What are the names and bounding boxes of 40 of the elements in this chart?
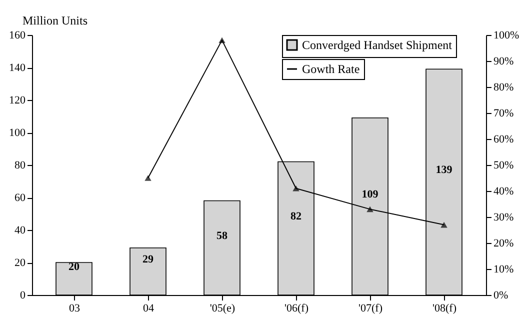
y-tick-label: 40 <box>14 224 26 236</box>
y-tick-label: 0 <box>20 290 26 302</box>
data-label: 58 <box>216 230 228 242</box>
y-tick-label: 100 <box>9 127 26 139</box>
y2-tick-label: 90% <box>494 56 514 68</box>
y-tick-label: 140 <box>9 62 26 74</box>
x-tick-label: '08(f) <box>432 302 457 314</box>
y-tick-label: 20 <box>14 257 26 269</box>
data-label: 139 <box>436 164 453 176</box>
y2-tick-label: 80% <box>494 82 514 94</box>
y-axis-title: Million Units <box>22 14 88 28</box>
y2-tick-label: 0% <box>494 290 508 302</box>
y2-tick-label: 100% <box>494 30 520 42</box>
data-label: 29 <box>142 253 154 266</box>
point <box>292 185 300 192</box>
point <box>218 37 226 44</box>
data-label: 82 <box>290 210 302 222</box>
x-tick-label: 03 <box>69 302 80 314</box>
data-label: 20 <box>68 260 80 273</box>
y-tick-label: 160 <box>9 30 26 42</box>
data-label: 109 <box>362 188 379 200</box>
y2-tick-label: 50% <box>494 160 514 172</box>
y-tick-label: 120 <box>9 94 26 106</box>
y2-tick-label: 30% <box>494 212 514 224</box>
y2-tick-label: 20% <box>494 238 514 250</box>
x-tick-label: '06(f) <box>284 302 309 314</box>
x-tick-label: 04 <box>143 302 154 314</box>
x-tick-label: '07(f) <box>358 302 383 314</box>
y2-tick-label: 70% <box>494 108 514 120</box>
point <box>366 206 374 212</box>
y2-tick-label: 10% <box>494 264 514 276</box>
point <box>440 222 448 228</box>
x-tick-label: '05(e) <box>210 302 236 314</box>
point <box>144 175 152 181</box>
y2-tick-label: 60% <box>494 134 514 146</box>
legend-label: Converdged Handset Shipment <box>302 38 453 52</box>
y-tick-label: 60 <box>14 192 26 204</box>
legend-label: Gowth Rate <box>302 62 360 76</box>
y-tick-label: 80 <box>14 160 26 172</box>
y2-tick-label: 40% <box>494 186 514 198</box>
